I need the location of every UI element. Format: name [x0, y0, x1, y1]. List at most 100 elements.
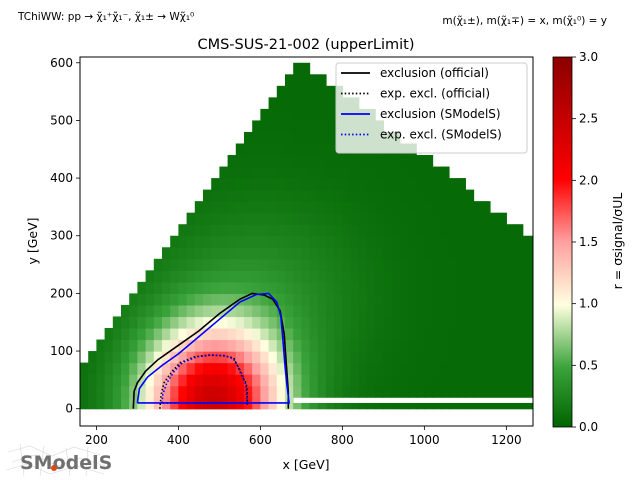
- heatmap-cell: [383, 402, 393, 410]
- heatmap-cell: [309, 339, 319, 352]
- heatmap-cell: [391, 235, 401, 248]
- heatmap-cell: [457, 258, 466, 271]
- heatmap-cell: [473, 293, 483, 306]
- heatmap-cell: [153, 327, 163, 341]
- heatmap-cell: [416, 201, 425, 214]
- heatmap-cell: [506, 316, 516, 329]
- heatmap-cell: [366, 316, 376, 329]
- heatmap-cell: [284, 339, 294, 352]
- heatmap-cell: [284, 235, 294, 248]
- heatmap-cell: [252, 281, 261, 294]
- heatmap-cell: [432, 235, 442, 248]
- heatmap-cell: [260, 155, 270, 168]
- heatmap-cell: [424, 293, 434, 306]
- heatmap-cell: [334, 212, 343, 225]
- heatmap-cell: [375, 293, 384, 306]
- heatmap-cell: [432, 201, 442, 214]
- heatmap-cell: [317, 362, 327, 375]
- heatmap-cell: [440, 374, 450, 387]
- heatmap-cell: [440, 224, 450, 237]
- heatmap-cell: [276, 97, 286, 110]
- heatmap-cell: [334, 351, 343, 364]
- heatmap-cell: [440, 339, 450, 352]
- x-tick-label: 800: [331, 433, 354, 447]
- heatmap-cell: [252, 327, 261, 341]
- heatmap-cell: [170, 235, 179, 248]
- heatmap-cell: [284, 74, 294, 87]
- heatmap-cell: [178, 374, 188, 387]
- heatmap-cell: [325, 166, 335, 179]
- heatmap-cell: [498, 304, 507, 318]
- heatmap-cell: [465, 362, 475, 375]
- heatmap-cell: [252, 155, 261, 168]
- heatmap-cell: [424, 402, 434, 410]
- heatmap-cell: [170, 270, 179, 283]
- heatmap-cell: [284, 131, 294, 145]
- heatmap-cell: [293, 189, 302, 202]
- heatmap-cell: [334, 189, 343, 202]
- heatmap-cell: [465, 316, 475, 329]
- heatmap-cell: [112, 316, 122, 329]
- heatmap-cell: [80, 374, 89, 387]
- heatmap-cell: [399, 293, 409, 306]
- heatmap-cell: [317, 143, 327, 156]
- legend-label: exclusion (official): [380, 66, 489, 80]
- heatmap-cell: [407, 293, 417, 306]
- heatmap-cell: [457, 270, 466, 283]
- heatmap-cell: [178, 316, 188, 329]
- heatmap-cell: [252, 247, 261, 260]
- heatmap-cell: [522, 235, 532, 248]
- heatmap-cell: [375, 270, 384, 283]
- heatmap-cell: [276, 385, 286, 398]
- heatmap-cell: [432, 178, 442, 191]
- heatmap-cell: [268, 281, 278, 294]
- heatmap-cell: [161, 327, 171, 341]
- heatmap-cell: [243, 351, 253, 364]
- heatmap-cell: [120, 351, 130, 364]
- heatmap-cell: [350, 258, 360, 271]
- heatmap-cell: [399, 402, 409, 410]
- heatmap-cell: [186, 316, 196, 329]
- y-tick-label: 500: [50, 113, 73, 127]
- heatmap-cell: [268, 189, 278, 202]
- heatmap-cell: [342, 224, 352, 237]
- heatmap-cell: [473, 281, 483, 294]
- heatmap-cell: [153, 304, 163, 318]
- heatmap-cell: [293, 281, 302, 294]
- heatmap-cell: [530, 402, 533, 410]
- heatmap-cell: [235, 270, 245, 283]
- heatmap-cell: [399, 385, 409, 398]
- curve-exclusion-official-: [132, 292, 290, 409]
- heatmap-cell: [268, 224, 278, 237]
- heatmap-cell: [309, 258, 319, 271]
- colorbar-tick-label: 1.5: [579, 235, 598, 249]
- heatmap-cell: [170, 339, 179, 352]
- heatmap-cell: [153, 258, 163, 271]
- heatmap-cell: [432, 270, 442, 283]
- heatmap-cell: [276, 131, 286, 145]
- heatmap-cell: [366, 247, 376, 260]
- heatmap-cell: [309, 108, 319, 122]
- heatmap-cell: [317, 108, 327, 122]
- heatmap-cell: [252, 189, 261, 202]
- heatmap-cell: [342, 304, 352, 318]
- heatmap-cell: [104, 362, 114, 375]
- heatmap-cell: [317, 293, 327, 306]
- heatmap-cell: [457, 316, 466, 329]
- heatmap-cell: [407, 339, 417, 352]
- heatmap-cell: [391, 258, 401, 271]
- heatmap-cell: [284, 362, 294, 375]
- heatmap-cell: [260, 304, 270, 318]
- heatmap-cell: [129, 374, 138, 387]
- heatmap-cell: [334, 166, 343, 179]
- heatmap-cell: [465, 402, 475, 410]
- heatmap-cell: [317, 316, 327, 329]
- heatmap-cell: [391, 316, 401, 329]
- heatmap-cell: [301, 316, 311, 329]
- heatmap-cell: [276, 374, 286, 387]
- heatmap-cell: [153, 374, 163, 387]
- heatmap-cell: [235, 235, 245, 248]
- heatmap-cell: [137, 339, 147, 352]
- heatmap-cell: [416, 281, 425, 294]
- colorbar-gradient: [552, 56, 573, 428]
